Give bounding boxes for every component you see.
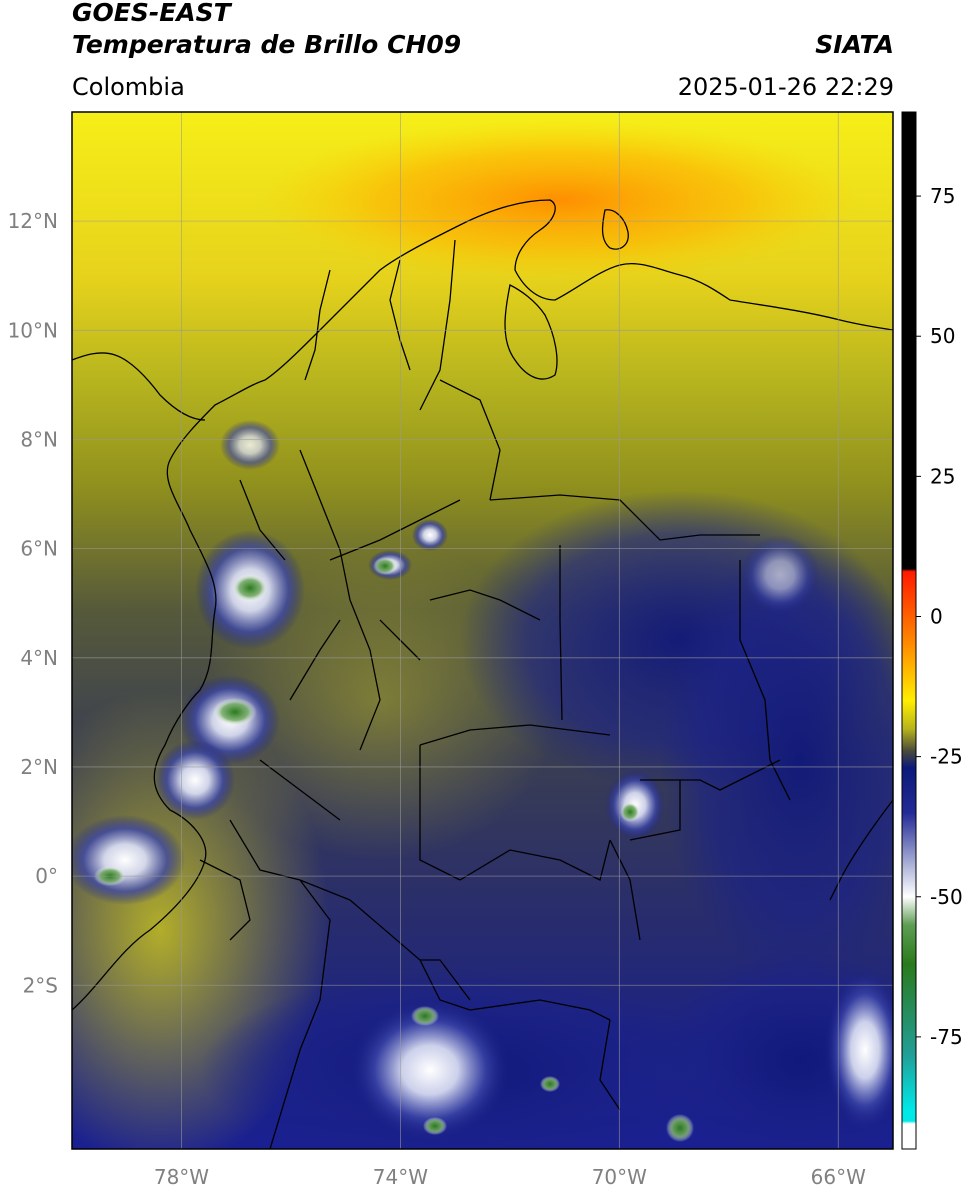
lon-tick-label: 70°W (592, 1165, 647, 1189)
lat-tick-label: 6°N (20, 537, 58, 561)
colorbar-tick-label: 0 (930, 604, 943, 628)
colorbar (902, 112, 916, 1149)
colorbar-tick-label: -50 (930, 885, 963, 909)
datetime-label: 2025-01-26 22:29 (677, 73, 894, 101)
lat-tick-label: 2°N (20, 755, 58, 779)
map-gridlines (72, 112, 893, 1149)
org-title: SIATA (815, 30, 894, 59)
product-title: Temperatura de Brillo CH09 (72, 30, 462, 59)
lat-tick-label: 0° (35, 864, 58, 888)
satellite-title: GOES-EAST (72, 0, 231, 27)
map-imagery (72, 112, 893, 1149)
map-frame (71, 111, 894, 1150)
coastlines-and-borders (72, 199, 893, 1149)
lat-tick-label: 4°N (20, 646, 58, 670)
lon-tick-label: 66°W (811, 1165, 866, 1189)
lat-tick-label: 8°N (20, 427, 58, 451)
latitude-ticks: 12°N 10°N 8°N 6°N 4°N 2°N 0° 2°S (8, 209, 58, 997)
colorbar-tick-label: -75 (930, 1025, 963, 1049)
lat-tick-label: 10°N (8, 318, 58, 342)
colorbar-tick-label: -25 (930, 745, 963, 769)
colorbar-tick-label: 50 (930, 324, 955, 348)
colorbar-frame (901, 111, 917, 1150)
colorbar-tick-label: 75 (930, 184, 955, 208)
longitude-ticks: 78°W 74°W 70°W 66°W (154, 1165, 866, 1189)
region-label: Colombia (72, 73, 185, 101)
lat-tick-label: 2°S (23, 973, 58, 997)
colorbar-tick-label: 25 (930, 464, 955, 488)
lon-tick-label: 78°W (154, 1165, 209, 1189)
lon-tick-label: 74°W (373, 1165, 428, 1189)
colorbar-ticks: 75 50 25 0 -25 -50 -75 (916, 184, 963, 1049)
lat-tick-label: 12°N (8, 209, 58, 233)
